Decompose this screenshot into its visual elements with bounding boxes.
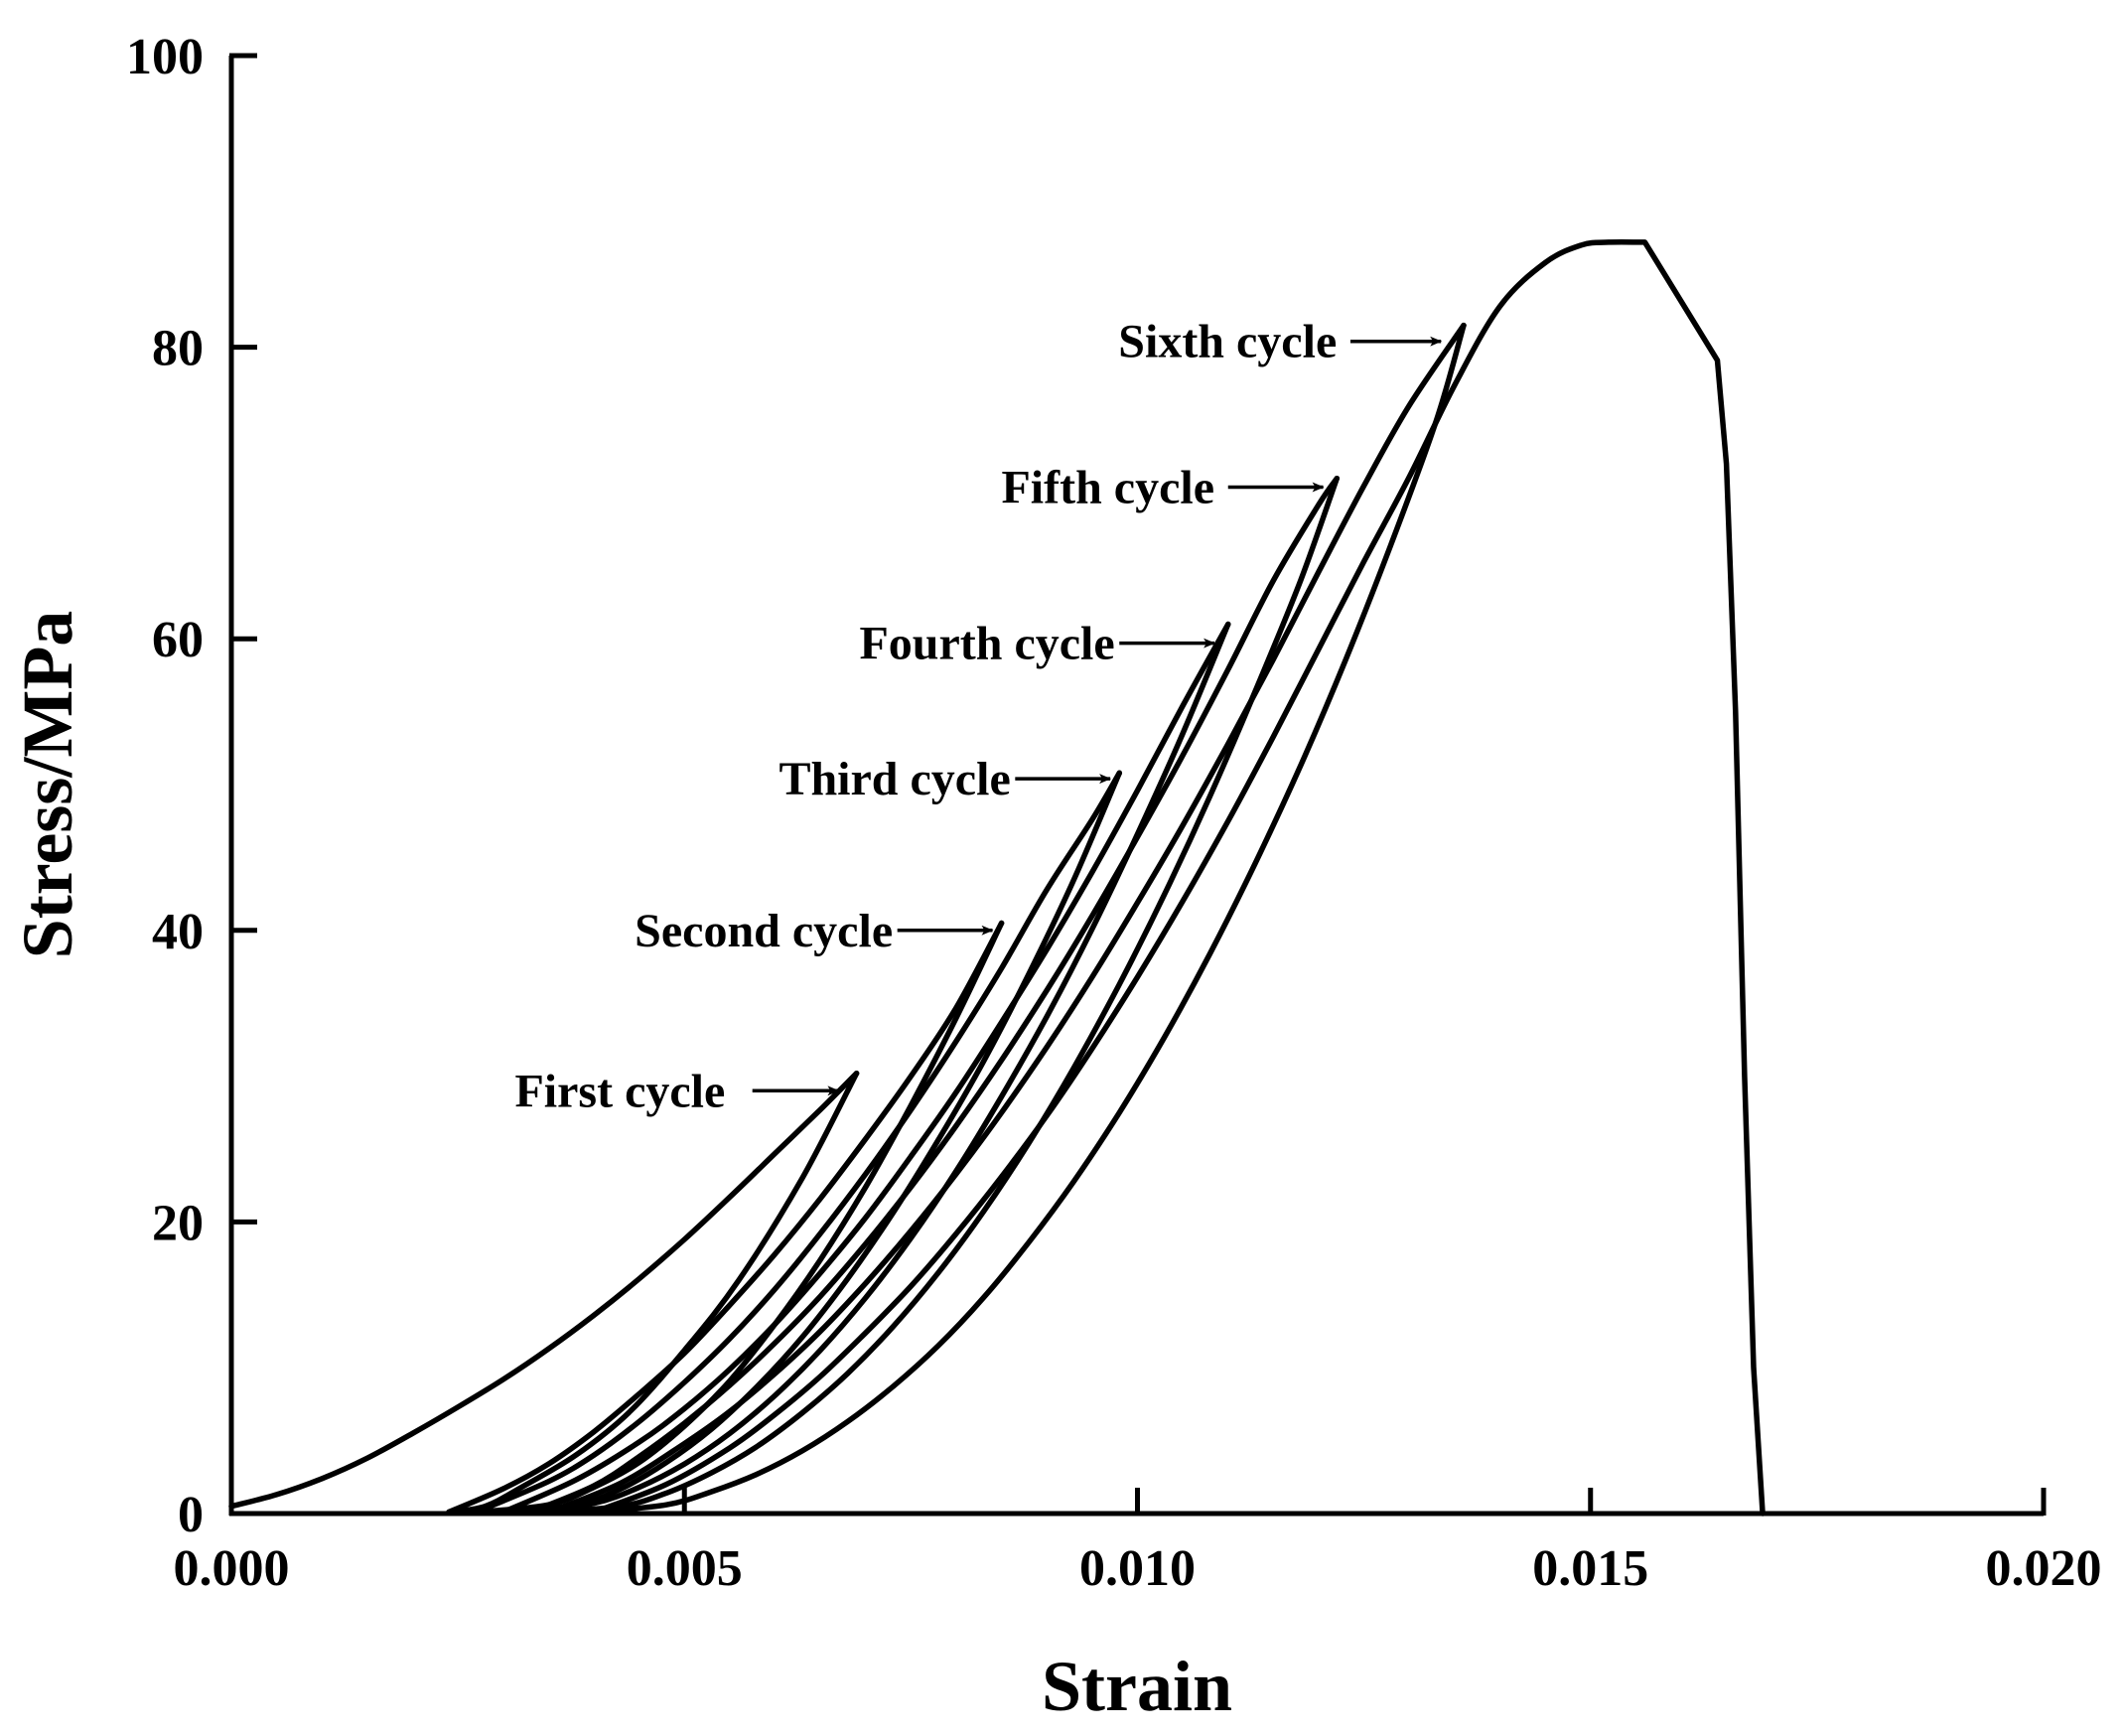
annotation-label: Third cycle — [778, 753, 1010, 805]
y-tick-label: 40 — [152, 904, 204, 960]
x-axis-title: Strain — [1042, 1647, 1232, 1726]
y-tick-label: 80 — [152, 321, 204, 377]
series-line-first-cycle-loading — [228, 1070, 860, 1510]
series-line-fifth-cycle-unloading — [545, 475, 1341, 1516]
series-line-sixth-cycle-unloading — [591, 322, 1467, 1516]
series-line-first-cycle-unloading — [446, 1070, 860, 1516]
y-tick-label: 0 — [178, 1487, 204, 1543]
series-line-fourth-cycle-loading — [500, 621, 1231, 1516]
y-tick-label: 20 — [152, 1195, 204, 1251]
x-tick-label: 0.015 — [1532, 1540, 1648, 1597]
annotation-label: First cycle — [514, 1065, 725, 1117]
annotation-label: Sixth cycle — [1118, 316, 1337, 368]
x-tick-label: 0.020 — [1986, 1540, 2102, 1597]
series-line-third-cycle-loading — [473, 770, 1123, 1516]
y-axis-title: Stress/MPa — [8, 611, 87, 959]
x-tick-label: 0.000 — [174, 1540, 290, 1597]
x-tick-label: 0.005 — [627, 1540, 743, 1597]
series-line-fifth-cycle-loading — [527, 475, 1341, 1516]
series-line-failure — [591, 238, 1766, 1517]
x-tick-label: 0.010 — [1079, 1540, 1196, 1597]
series-line-sixth-cycle-loading — [545, 322, 1467, 1516]
series-layer — [228, 238, 1766, 1517]
annotation-label: Fifth cycle — [1001, 462, 1214, 514]
axes — [228, 56, 2044, 1517]
annotation-label: Fourth cycle — [859, 618, 1114, 670]
y-ticks: 0 20 40 60 80 100 — [126, 29, 257, 1543]
annotation-layer: First cycle Second cycle Third cycle Fourth… — [514, 316, 1443, 1117]
y-tick-label: 60 — [152, 612, 204, 668]
annotation-label: Second cycle — [635, 905, 893, 957]
series-line-third-cycle-unloading — [500, 770, 1123, 1516]
y-tick-label: 100 — [126, 29, 204, 85]
series-line-second-cycle-loading — [446, 920, 1005, 1516]
